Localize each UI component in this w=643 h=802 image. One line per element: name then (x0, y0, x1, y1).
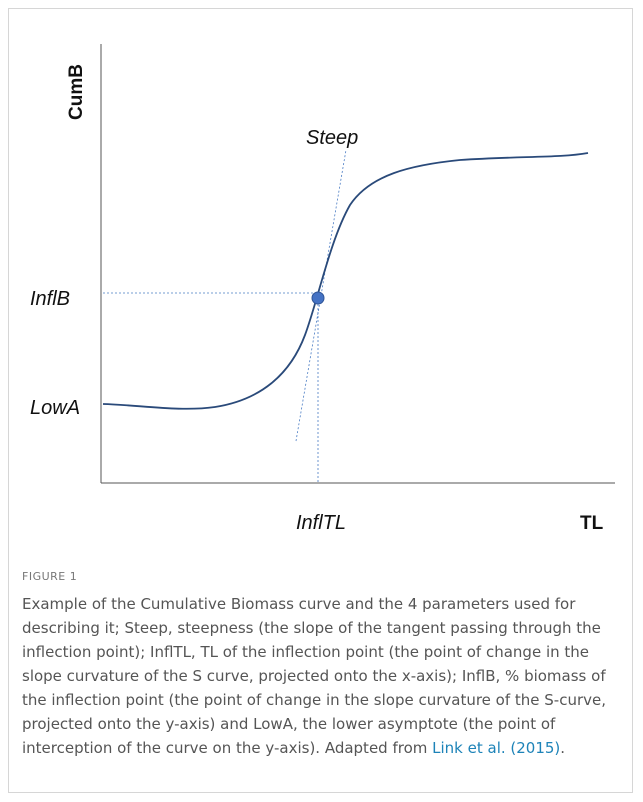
inflb-label: InflB (30, 288, 70, 310)
caption-text: Example of the Cumulative Biomass curve … (22, 595, 607, 757)
steep-label: Steep (306, 127, 358, 149)
x-axis-label: TL (580, 513, 604, 534)
tangent-line (295, 149, 347, 442)
y-axis-label: CumB (66, 64, 87, 120)
lowa-label: LowA (30, 397, 80, 419)
figure-frame (8, 8, 633, 793)
inflection-point (311, 291, 325, 305)
caption-end: . (560, 739, 566, 757)
s-curve (102, 152, 589, 410)
diagram: CumB TL Steep InflB LowA InflTL (30, 44, 615, 534)
infltl-label: InflTL (296, 512, 346, 534)
caption: Example of the Cumulative Biomass curve … (22, 592, 622, 760)
citation-link[interactable]: Link et al. (2015) (432, 739, 561, 757)
caption-label: FIGURE 1 (22, 570, 78, 583)
